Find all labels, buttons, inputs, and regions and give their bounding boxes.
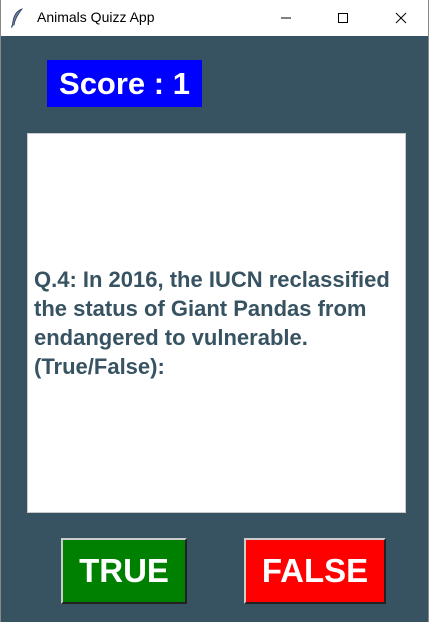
maximize-button[interactable]: [320, 0, 366, 36]
minimize-button[interactable]: [263, 0, 309, 36]
window-title: Animals Quizz App: [37, 9, 155, 25]
question-text: Q.4: In 2016, the IUCN reclassified the …: [34, 267, 390, 379]
maximize-icon: [337, 12, 349, 24]
title-bar[interactable]: Animals Quizz App: [1, 0, 428, 36]
score-label: Score : 1: [47, 60, 202, 107]
close-icon: [395, 12, 407, 24]
close-button[interactable]: [378, 0, 424, 36]
question-card: Q.4: In 2016, the IUCN reclassified the …: [27, 133, 406, 513]
false-button[interactable]: FALSE: [244, 538, 386, 604]
feather-icon: [10, 8, 24, 28]
minimize-icon: [280, 12, 292, 24]
true-button[interactable]: TRUE: [61, 538, 187, 604]
